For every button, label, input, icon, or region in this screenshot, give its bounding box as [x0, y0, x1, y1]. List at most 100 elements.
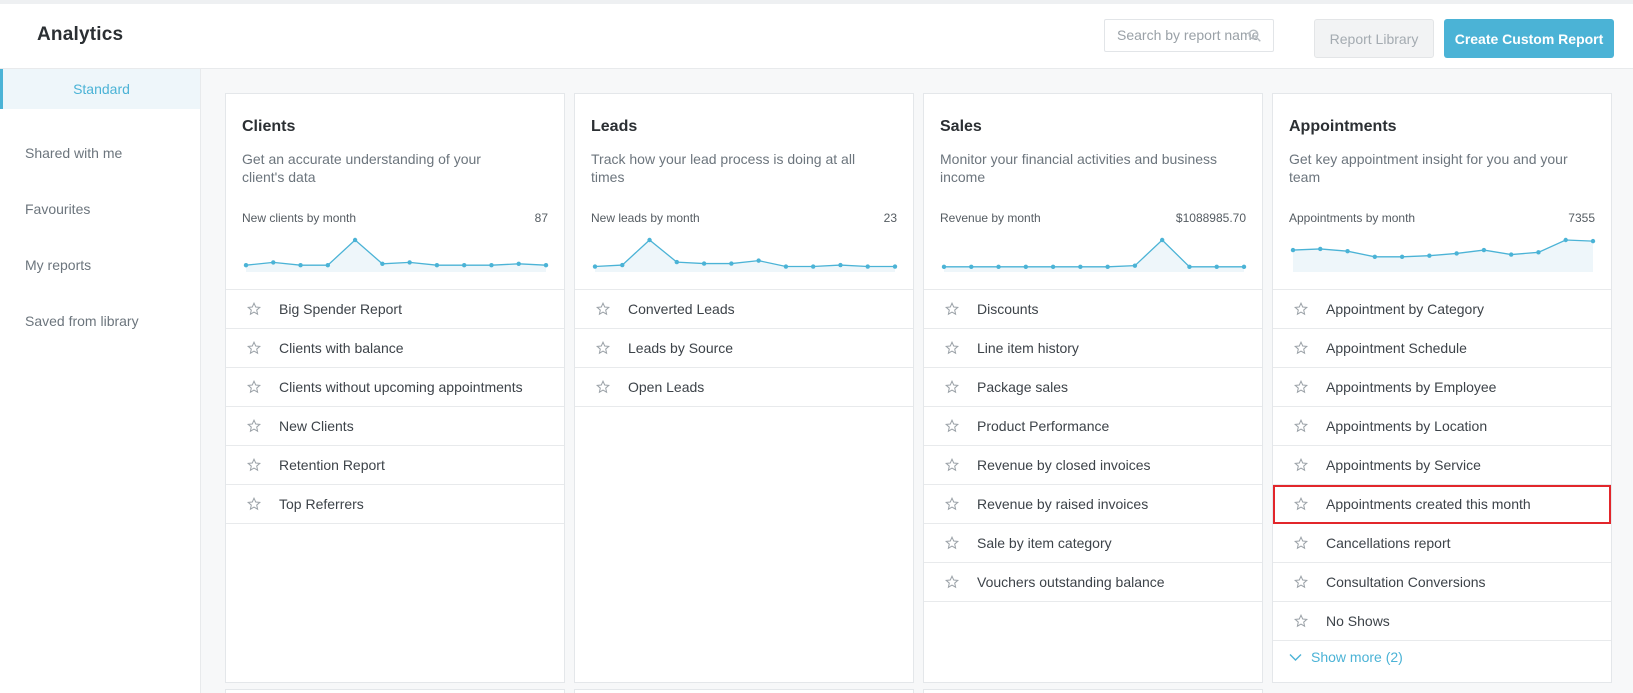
sparkline-point — [892, 264, 898, 269]
star-icon[interactable] — [596, 380, 610, 394]
sparkline-point — [1159, 237, 1165, 243]
show-more-link[interactable]: Show more (2) — [1289, 649, 1403, 665]
report-item[interactable]: Appointments created this month — [1273, 485, 1611, 524]
sparkline-area — [1293, 240, 1593, 272]
star-icon[interactable] — [1294, 614, 1308, 628]
report-item[interactable]: Appointment Schedule — [1273, 329, 1611, 368]
report-item[interactable]: Leads by Source — [575, 329, 913, 368]
report-item[interactable]: Cancellations report — [1273, 524, 1611, 563]
report-item[interactable]: No Shows — [1273, 602, 1611, 641]
sparkline-point — [243, 263, 249, 268]
report-item[interactable]: Sale by item category — [924, 524, 1262, 563]
star-icon[interactable] — [1294, 419, 1308, 433]
star-icon[interactable] — [945, 536, 959, 550]
report-item[interactable]: Vouchers outstanding balance — [924, 563, 1262, 602]
report-item-label: Revenue by raised invoices — [977, 496, 1149, 512]
sparkline-point — [969, 264, 974, 270]
card-stub — [574, 689, 914, 693]
star-icon[interactable] — [247, 341, 261, 355]
star-icon[interactable] — [1294, 458, 1308, 472]
sparkline-point — [756, 258, 761, 263]
report-item[interactable]: Revenue by closed invoices — [924, 446, 1262, 485]
report-item[interactable]: Appointments by Location — [1273, 407, 1611, 446]
sparkline-point — [1290, 247, 1296, 253]
report-item[interactable]: Retention Report — [226, 446, 564, 485]
report-item-label: Appointments created this month — [1326, 496, 1531, 512]
star-icon[interactable] — [1294, 341, 1308, 355]
star-icon[interactable] — [945, 341, 959, 355]
star-icon[interactable] — [1294, 536, 1308, 550]
star-icon[interactable] — [1294, 302, 1308, 316]
sparkline-point — [407, 260, 412, 265]
star-icon[interactable] — [945, 575, 959, 589]
sparkline-point — [1023, 264, 1029, 270]
chevron-down-icon — [1289, 653, 1302, 661]
report-item-label: Clients with balance — [279, 340, 404, 356]
report-item[interactable]: Clients with balance — [226, 329, 564, 368]
report-item[interactable]: Product Performance — [924, 407, 1262, 446]
report-item-label: Revenue by closed invoices — [977, 457, 1151, 473]
sparkline-point — [271, 260, 276, 265]
search-box[interactable] — [1104, 19, 1274, 52]
card-title: Clients — [242, 118, 296, 135]
sparkline-point — [838, 262, 843, 268]
star-icon[interactable] — [596, 302, 610, 316]
report-item-label: Line item history — [977, 340, 1079, 356]
report-item[interactable]: Converted Leads — [575, 290, 913, 329]
report-item[interactable]: Clients without upcoming appointments — [226, 368, 564, 407]
sparkline-point — [1345, 249, 1350, 254]
report-item[interactable]: Open Leads — [575, 368, 913, 407]
report-item[interactable]: Discounts — [924, 290, 1262, 329]
report-item[interactable]: Big Spender Report — [226, 290, 564, 329]
sparkline-point — [325, 263, 331, 268]
sparkline-point — [1078, 264, 1083, 270]
search-icon[interactable] — [1248, 29, 1261, 42]
card-description: Get an accurate understanding of your cl… — [242, 151, 481, 185]
sparkline-point — [865, 264, 870, 269]
star-icon[interactable] — [945, 380, 959, 394]
star-icon[interactable] — [247, 380, 261, 394]
star-icon[interactable] — [945, 302, 959, 316]
star-icon[interactable] — [247, 458, 261, 472]
report-item[interactable]: Package sales — [924, 368, 1262, 407]
card-description: Track how your lead process is doing at … — [591, 151, 856, 185]
report-card-leads: Leads Track how your lead process is doin… — [574, 93, 914, 683]
card-description: Monitor your financial activities and bu… — [940, 151, 1218, 185]
sidebar-item-saved-from-library[interactable]: Saved from library — [25, 313, 139, 329]
star-icon[interactable] — [945, 497, 959, 511]
report-list: Appointment by Category Appointment Sched… — [1273, 289, 1611, 641]
star-icon[interactable] — [596, 341, 610, 355]
star-icon[interactable] — [1294, 575, 1308, 589]
star-icon[interactable] — [945, 419, 959, 433]
sparkline-point — [810, 264, 816, 269]
create-custom-report-button[interactable]: Create Custom Report — [1444, 19, 1614, 58]
star-icon[interactable] — [1294, 497, 1308, 511]
sidebar-item-my-reports[interactable]: My reports — [25, 257, 92, 273]
report-item[interactable]: New Clients — [226, 407, 564, 446]
report-item[interactable]: Appointments by Service — [1273, 446, 1611, 485]
chart-total: $1088985.70 — [1175, 211, 1246, 225]
report-item[interactable]: Appointment by Category — [1273, 290, 1611, 329]
report-item[interactable]: Top Referrers — [226, 485, 564, 524]
sparkline-area — [246, 240, 546, 272]
report-item[interactable]: Line item history — [924, 329, 1262, 368]
chart-label: New clients by month — [242, 211, 357, 225]
report-item[interactable]: Revenue by raised invoices — [924, 485, 1262, 524]
star-icon[interactable] — [247, 419, 261, 433]
sparkline-point — [1050, 264, 1056, 270]
report-item[interactable]: Appointments by Employee — [1273, 368, 1611, 407]
report-library-button[interactable]: Report Library — [1314, 19, 1434, 58]
search-input[interactable] — [1117, 27, 1257, 43]
star-icon[interactable] — [247, 302, 261, 316]
report-item[interactable]: Consultation Conversions — [1273, 563, 1611, 602]
sparkline-point — [1427, 253, 1432, 258]
sidebar-item-favourites[interactable]: Favourites — [25, 201, 91, 217]
sidebar-item-standard[interactable]: Standard — [0, 69, 200, 109]
report-item-label: Appointment Schedule — [1326, 340, 1467, 356]
sidebar-item-shared-with-me[interactable]: Shared with me — [25, 145, 123, 161]
star-icon[interactable] — [1294, 380, 1308, 394]
sparkline-point — [729, 261, 734, 266]
star-icon[interactable] — [945, 458, 959, 472]
card-stub — [923, 689, 1263, 693]
star-icon[interactable] — [247, 497, 261, 511]
